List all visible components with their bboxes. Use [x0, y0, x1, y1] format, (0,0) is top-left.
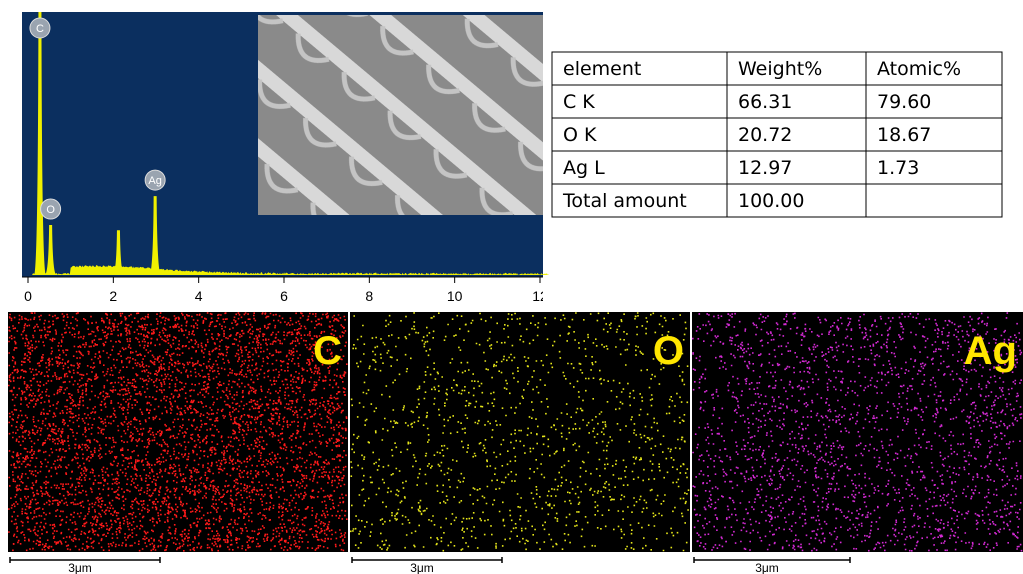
maps: C 3μm O 3μm Ag 3μm — [8, 312, 1023, 574]
scale-label: 3μm — [68, 561, 92, 574]
table-text: 1.73 — [877, 157, 919, 179]
x-tick-label: 8 — [365, 288, 373, 304]
clip-cover — [543, 280, 553, 310]
table-text: 100.00 — [738, 190, 804, 212]
table-text: 79.60 — [877, 91, 931, 113]
table-text: Weight% — [738, 58, 822, 80]
x-tick-label: 4 — [195, 288, 203, 304]
figure: COAg024681012 elementWeight%Atomic%C K66… — [0, 0, 1023, 574]
page: COAg024681012 elementWeight%Atomic%C K66… — [0, 0, 1023, 574]
table-text: Ag L — [563, 157, 605, 179]
table-text: 20.72 — [738, 124, 792, 146]
sem-inset — [258, 15, 543, 215]
table-text: O K — [563, 124, 597, 146]
map-label: O — [653, 329, 684, 373]
x-tick-label: 2 — [109, 288, 117, 304]
peak-label: O — [46, 204, 55, 216]
table-text: 66.31 — [738, 91, 792, 113]
peak-label: C — [36, 23, 44, 35]
table-text: Atomic% — [877, 58, 961, 80]
x-tick-label: 10 — [447, 288, 463, 304]
table: element Weight% Atomic% C K 66.31 79.60 O K 20.… — [552, 52, 1002, 217]
table-cell — [866, 184, 1002, 217]
table-text: 12.97 — [738, 157, 792, 179]
x-tick-label: 0 — [24, 288, 32, 304]
scale-label: 3μm — [755, 561, 779, 574]
peak-label: Ag — [148, 175, 161, 187]
table-text: element — [563, 58, 641, 80]
table-text: Total amount — [562, 190, 687, 212]
scale-label: 3μm — [410, 561, 434, 574]
x-tick-label: 6 — [280, 288, 288, 304]
map-label: Ag — [964, 329, 1017, 373]
map-label: C — [313, 329, 342, 373]
table-text: 18.67 — [877, 124, 931, 146]
table-text: C K — [563, 91, 595, 113]
